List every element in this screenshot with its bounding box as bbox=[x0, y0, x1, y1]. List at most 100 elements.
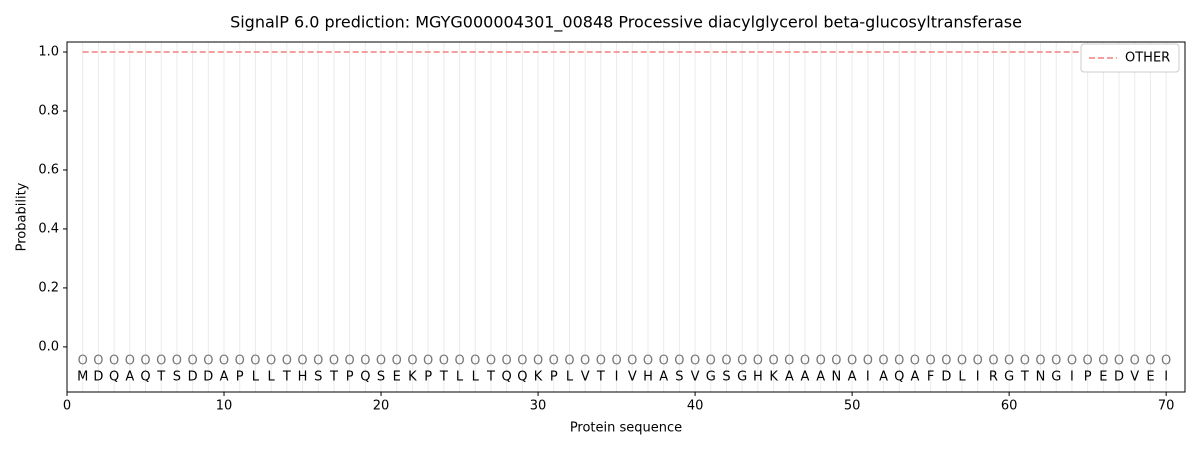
residue: V bbox=[1130, 369, 1139, 384]
residue: D bbox=[203, 369, 213, 384]
region-label: O bbox=[109, 353, 119, 368]
residue: L bbox=[472, 369, 480, 384]
region-label: O bbox=[423, 353, 433, 368]
residue: A bbox=[816, 369, 825, 384]
residue: A bbox=[659, 369, 668, 384]
region-label: O bbox=[957, 353, 967, 368]
region-label: O bbox=[1130, 353, 1140, 368]
residue: S bbox=[314, 369, 322, 384]
region-label: O bbox=[941, 353, 951, 368]
region-label: O bbox=[188, 353, 198, 368]
region-label: O bbox=[816, 353, 826, 368]
region-label: O bbox=[1114, 353, 1124, 368]
y-tick-label: 0.4 bbox=[38, 221, 59, 236]
residue: H bbox=[753, 369, 763, 384]
residue: S bbox=[722, 369, 730, 384]
region-label: O bbox=[439, 353, 449, 368]
region-label: O bbox=[1035, 353, 1045, 368]
x-tick-label: 60 bbox=[1001, 399, 1018, 414]
region-label: O bbox=[926, 353, 936, 368]
residue: L bbox=[456, 369, 464, 384]
residue: Q bbox=[517, 369, 527, 384]
region-label: O bbox=[1161, 353, 1171, 368]
residue: P bbox=[1084, 369, 1092, 384]
residue: P bbox=[424, 369, 432, 384]
region-label: O bbox=[1004, 353, 1014, 368]
residue: A bbox=[785, 369, 794, 384]
region-label: O bbox=[360, 353, 370, 368]
residue: L bbox=[566, 369, 574, 384]
residue: G bbox=[1051, 369, 1061, 384]
region-label: O bbox=[768, 353, 778, 368]
y-tick-label: 0.6 bbox=[38, 162, 59, 177]
region-label: O bbox=[345, 353, 355, 368]
residue: G bbox=[1004, 369, 1014, 384]
region-label: O bbox=[800, 353, 810, 368]
region-label: O bbox=[988, 353, 998, 368]
region-label: O bbox=[78, 353, 88, 368]
region-label: O bbox=[596, 353, 606, 368]
residue: T bbox=[439, 369, 448, 384]
region-label: O bbox=[627, 353, 637, 368]
residue: P bbox=[236, 369, 244, 384]
residue: D bbox=[1114, 369, 1124, 384]
x-tick-label: 10 bbox=[216, 399, 233, 414]
region-label: O bbox=[203, 353, 213, 368]
residue: A bbox=[125, 369, 134, 384]
region-label: O bbox=[674, 353, 684, 368]
residue: V bbox=[691, 369, 700, 384]
x-tick-label: 20 bbox=[373, 399, 390, 414]
region-label: O bbox=[1145, 353, 1155, 368]
residue: Q bbox=[140, 369, 150, 384]
residue: A bbox=[879, 369, 888, 384]
residue: E bbox=[1146, 369, 1154, 384]
region-label: O bbox=[847, 353, 857, 368]
residue: K bbox=[769, 369, 778, 384]
residue: I bbox=[866, 369, 870, 384]
region-label: O bbox=[973, 353, 983, 368]
region-label: O bbox=[1020, 353, 1030, 368]
residue: K bbox=[534, 369, 543, 384]
x-tick-label: 0 bbox=[63, 399, 71, 414]
residue: N bbox=[1036, 369, 1046, 384]
chart-title: SignalP 6.0 prediction: MGYG000004301_00… bbox=[230, 13, 1022, 33]
residue: I bbox=[976, 369, 980, 384]
residue: S bbox=[675, 369, 683, 384]
residue: T bbox=[156, 369, 165, 384]
legend-box bbox=[1080, 43, 1180, 73]
region-label: O bbox=[784, 353, 794, 368]
region-label: O bbox=[659, 353, 669, 368]
region-label: O bbox=[235, 353, 245, 368]
residue: P bbox=[550, 369, 558, 384]
region-label: O bbox=[580, 353, 590, 368]
x-tick-label: 40 bbox=[687, 399, 704, 414]
residue: T bbox=[596, 369, 605, 384]
residue: T bbox=[1020, 369, 1029, 384]
residue: Q bbox=[109, 369, 119, 384]
region-label: O bbox=[376, 353, 386, 368]
region-label: O bbox=[690, 353, 700, 368]
y-tick-label: 1.0 bbox=[38, 45, 59, 60]
residue: D bbox=[93, 369, 103, 384]
region-label: O bbox=[172, 353, 182, 368]
region-label: O bbox=[878, 353, 888, 368]
region-label: O bbox=[329, 353, 339, 368]
region-label: O bbox=[611, 353, 621, 368]
region-label: O bbox=[863, 353, 873, 368]
region-label: O bbox=[392, 353, 402, 368]
residue: S bbox=[173, 369, 181, 384]
region-label: O bbox=[313, 353, 323, 368]
region-label: O bbox=[533, 353, 543, 368]
region-label: O bbox=[894, 353, 904, 368]
y-tick-label: 0.0 bbox=[38, 339, 59, 354]
region-label: O bbox=[125, 353, 135, 368]
residue: L bbox=[252, 369, 260, 384]
residue: N bbox=[832, 369, 842, 384]
residue: Q bbox=[502, 369, 512, 384]
region-label: O bbox=[1083, 353, 1093, 368]
region-label: O bbox=[282, 353, 292, 368]
residue: L bbox=[268, 369, 276, 384]
region-label: O bbox=[517, 353, 527, 368]
region-label: O bbox=[454, 353, 464, 368]
residue: V bbox=[581, 369, 590, 384]
